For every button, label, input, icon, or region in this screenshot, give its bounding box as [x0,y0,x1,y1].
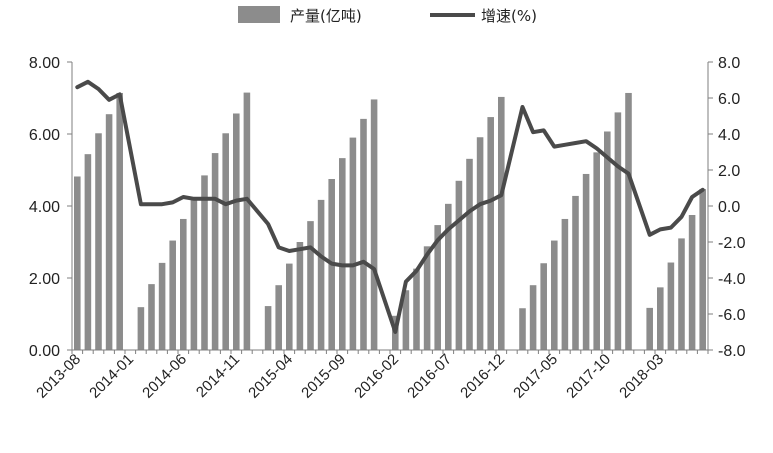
bar-series [74,92,706,351]
bar-2015-10 [349,137,357,350]
bar-2014-07 [190,197,198,350]
bar-2016-06 [434,225,441,350]
x-tick-label: 2016-02 [351,351,402,402]
bar-2013-09 [84,154,92,350]
bar-2014-08 [201,175,208,350]
y-left-tick-labels: 0.00 2.00 4.00 6.00 8.00 [29,55,60,360]
bar-2017-05 [551,240,558,350]
bar-2015-06 [307,221,314,350]
x-tick-label: 2015-09 [298,351,349,402]
bar-2014-02 [137,307,145,350]
bar-2014-11 [233,113,240,350]
bar-2018-07 [699,189,706,350]
bar-2013-10 [95,133,102,350]
bar-2017-11 [614,112,622,351]
bar-2016-11 [487,117,494,350]
bar-2016-08 [455,180,463,350]
bar-2014-06 [180,218,187,350]
bar-2016-12 [498,96,505,350]
legend: 产量(亿吨) 增速(%) [238,6,537,25]
line-series [75,79,705,334]
bar-2013-08 [74,176,81,350]
bar-2017-02 [519,308,526,350]
bar-2014-12 [243,92,251,350]
bar-2013-11 [105,114,113,350]
bar-2015-09 [339,158,346,350]
bar-2017-09 [593,152,600,350]
y-right-tick-label: 6.0 [718,91,740,108]
x-tick-labels: 2013-08 2014-01 2014-06 2014-11 2015-04 2015-… [33,351,667,402]
bar-2018-03 [657,287,664,350]
bar-2016-10 [476,137,484,350]
bar-2018-02 [646,307,653,350]
x-tick-label: 2016-07 [404,351,455,402]
bar-2017-03 [529,285,537,350]
bar-2018-06 [688,215,696,350]
bar-2017-10 [604,131,611,350]
bar-2016-05 [423,246,431,350]
y-right-tick-label: 0.0 [718,199,740,216]
bar-2017-07 [572,195,579,350]
bar-2016-03 [402,290,410,350]
x-tick-label: 2016-12 [457,351,508,402]
bar-2014-10 [222,133,229,350]
x-tick-label: 2014-11 [193,351,243,401]
y-right-tick-labels: -8.0 -6.0 -4.0 -2.0 0.0 2.0 4.0 6.0 8.0 [718,55,746,360]
x-tick-label: 2018-03 [616,351,667,402]
bar-2015-12 [370,99,378,350]
bar-2014-03 [148,284,155,350]
bar-2017-12 [625,92,632,351]
y-right-tick-label: -6.0 [718,307,746,324]
y-right-tick-label: 4.0 [718,127,740,144]
bar-2017-04 [540,263,547,350]
y-left-tick-label: 6.00 [29,127,60,144]
bar-2017-08 [582,173,590,350]
y-right-tick-label: -2.0 [718,235,746,252]
bar-2016-07 [445,203,452,350]
bar-2015-11 [360,118,367,350]
y-left-tick-label: 4.00 [29,199,60,216]
y-right-tick-label: -8.0 [718,343,746,360]
bar-2014-09 [211,153,219,350]
bar-2015-05 [296,242,304,350]
bar-2013-12 [116,92,123,351]
x-tick-label: 2014-06 [139,351,190,402]
bar-2018-05 [678,238,685,350]
y-left-tick-label: 0.00 [29,343,60,360]
x-tick-label: 2014-01 [86,351,137,402]
x-tick-label: 2017-10 [563,351,614,402]
y-left-tick-label: 2.00 [29,271,60,288]
x-tick-label: 2015-04 [245,351,296,402]
y-right-tick-label: 2.0 [718,163,740,180]
bar-2015-03 [275,285,282,350]
bar-2015-02 [264,306,272,350]
bar-2016-09 [466,158,473,350]
bar-2016-04 [413,268,420,350]
legend-bar-swatch [238,6,280,23]
bar-2015-04 [286,263,293,350]
bar-2018-04 [667,262,675,350]
legend-line-label: 增速(%) [481,7,537,25]
bar-2015-07 [317,199,325,350]
y-right-tick-label: 8.0 [718,55,740,72]
y-right-tick-label: -4.0 [718,271,746,288]
legend-bar-label: 产量(亿吨) [290,7,362,25]
axes [67,61,713,354]
bar-2017-06 [561,218,569,350]
bar-2014-05 [169,240,176,350]
line-增速(%) [75,79,705,334]
x-tick-label: 2017-05 [510,351,561,402]
y-left-tick-label: 8.00 [29,55,60,72]
bar-2014-04 [158,262,166,350]
